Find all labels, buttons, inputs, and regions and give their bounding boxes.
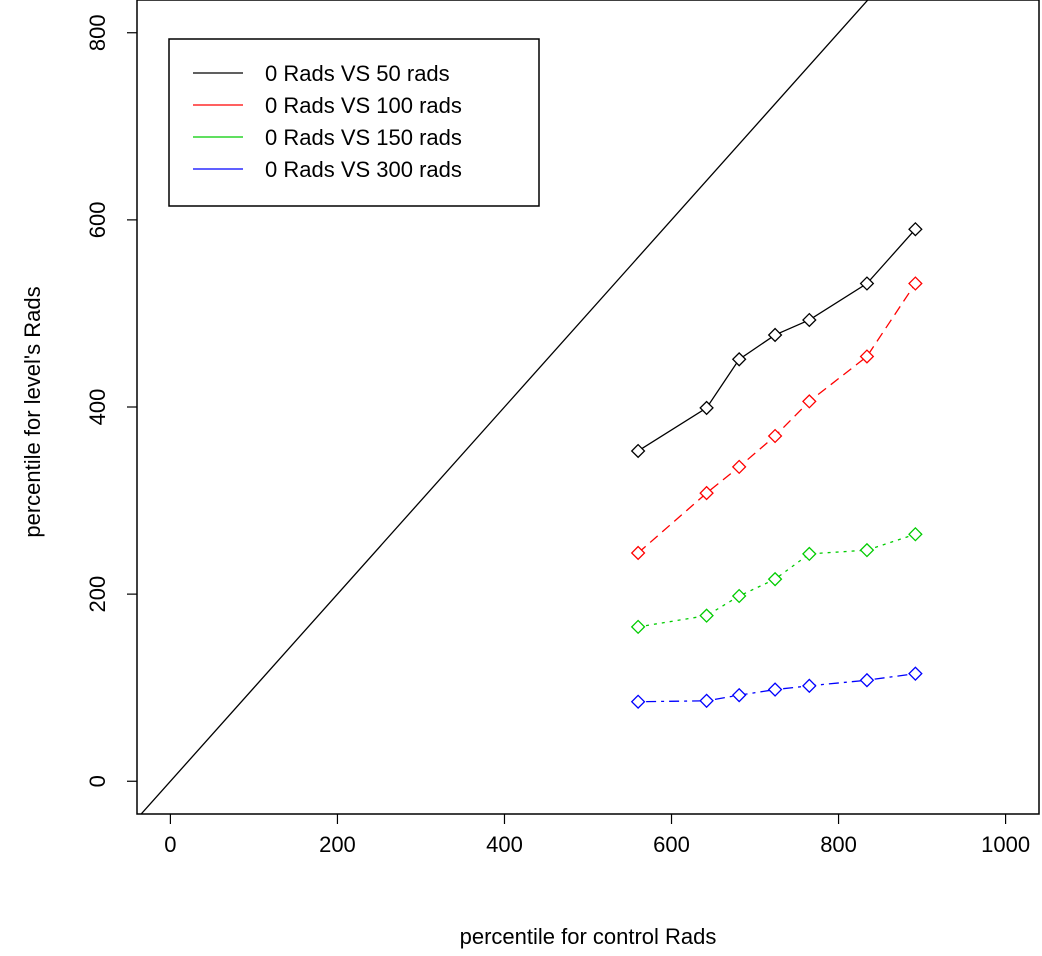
data-point <box>859 349 875 364</box>
data-point <box>802 546 817 562</box>
data-point <box>731 351 747 367</box>
data-point <box>802 678 817 694</box>
data-point <box>630 619 646 635</box>
data-point <box>859 276 875 291</box>
x-tick-label: 400 <box>486 832 523 857</box>
y-tick-label: 200 <box>85 576 110 613</box>
data-point <box>908 526 923 542</box>
plot-frame <box>136 0 1040 815</box>
data-point <box>699 400 714 416</box>
legend-box <box>168 38 540 207</box>
y-tick-label: 0 <box>85 775 110 787</box>
data-point <box>731 588 747 604</box>
x-tick-label: 1000 <box>981 832 1030 857</box>
y-axis: 0 200 400 600 800 <box>85 14 137 787</box>
data-point <box>699 485 714 501</box>
data-point <box>731 459 747 475</box>
plot-area <box>140 0 923 814</box>
legend-label: 0 Rads VS 100 rads <box>265 93 462 118</box>
legend-label: 0 Rads VS 150 rads <box>265 125 462 150</box>
data-point <box>767 327 783 343</box>
reference-line <box>140 0 869 814</box>
data-point <box>908 221 923 237</box>
data-point <box>908 276 923 291</box>
data-point <box>630 443 646 459</box>
legend-label: 0 Rads VS 300 rads <box>265 157 462 182</box>
x-tick-label: 0 <box>164 832 176 857</box>
x-tick-label: 600 <box>653 832 690 857</box>
data-point <box>802 394 817 409</box>
x-tick-label: 200 <box>319 832 356 857</box>
x-axis-title: percentile for control Rads <box>460 924 717 949</box>
y-tick-label: 600 <box>85 202 110 239</box>
y-axis-title: percentile for level's Rads <box>20 286 45 537</box>
data-point <box>859 672 875 688</box>
legend-label: 0 Rads VS 50 rads <box>265 61 450 86</box>
data-point <box>859 542 875 558</box>
data-point <box>908 666 923 681</box>
x-tick-label: 800 <box>820 832 857 857</box>
y-tick-label: 800 <box>85 14 110 51</box>
x-axis: 0 200 400 600 800 1000 <box>164 814 1030 857</box>
data-point <box>630 545 646 561</box>
data-point <box>699 608 714 623</box>
data-point <box>767 428 783 444</box>
data-point <box>699 693 714 709</box>
data-point <box>767 571 783 587</box>
data-point <box>630 694 646 710</box>
data-point <box>802 312 817 328</box>
data-point <box>731 687 747 703</box>
legend: 0 Rads VS 50 rads 0 Rads VS 100 rads 0 Rad… <box>168 38 540 207</box>
y-tick-label: 400 <box>85 389 110 426</box>
data-point <box>767 682 783 697</box>
